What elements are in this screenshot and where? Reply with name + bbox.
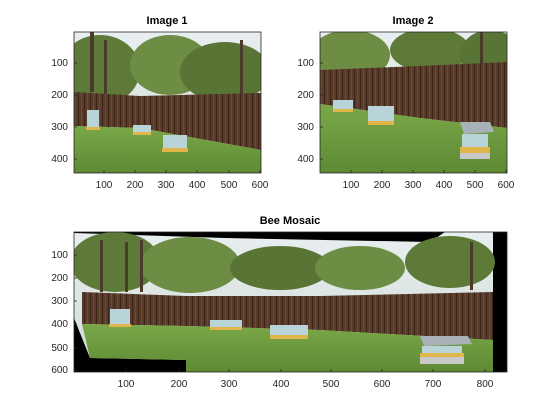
x-tick-label: 300 (158, 180, 175, 191)
x-tick-label: 200 (127, 180, 144, 191)
x-tick-label: 100 (118, 379, 135, 390)
panel-mosaic: Bee Mosaic (51, 215, 508, 390)
y-ticks: 100 200 300 400 (51, 58, 77, 165)
y-tick-label: 100 (51, 58, 68, 69)
x-tick-label: 100 (96, 180, 113, 191)
x-tick-label: 500 (467, 180, 484, 191)
x-tick-label: 200 (374, 180, 391, 191)
y-tick-label: 200 (51, 273, 68, 284)
y-tick-label: 600 (51, 365, 68, 376)
x-tick-label: 700 (425, 379, 442, 390)
x-tick-label: 600 (498, 180, 515, 191)
x-tick-label: 500 (221, 180, 238, 191)
y-tick-label: 400 (51, 154, 68, 165)
panel-title: Bee Mosaic (260, 215, 321, 227)
y-ticks: 100 200 300 400 500 600 (51, 250, 77, 376)
y-tick-label: 300 (51, 296, 68, 307)
x-ticks: 100 200 300 400 500 600 (96, 170, 269, 191)
y-ticks: 100 200 300 400 (297, 58, 323, 165)
x-ticks: 100 200 300 400 500 600 700 800 (118, 369, 494, 390)
axes-box (319, 31, 508, 174)
x-tick-label: 600 (252, 180, 269, 191)
photo-image1 (74, 32, 261, 173)
y-tick-label: 300 (297, 122, 314, 133)
panel-title: Image 1 (147, 15, 188, 27)
photo-mosaic (74, 232, 507, 372)
x-tick-label: 800 (477, 379, 494, 390)
x-ticks: 100 200 300 400 500 600 (343, 170, 515, 191)
panel-image2: Image 2 100 (297, 15, 515, 191)
y-tick-label: 100 (297, 58, 314, 69)
x-tick-label: 300 (221, 379, 238, 390)
y-tick-label: 200 (51, 90, 68, 101)
y-tick-label: 100 (51, 250, 68, 261)
y-tick-label: 200 (297, 90, 314, 101)
x-tick-label: 400 (273, 379, 290, 390)
x-tick-label: 500 (323, 379, 340, 390)
panel-title: Image 2 (393, 15, 434, 27)
panel-image1: Image 1 (51, 15, 269, 191)
photo-image2 (320, 32, 507, 173)
x-tick-label: 400 (436, 180, 453, 191)
x-tick-label: 200 (171, 379, 188, 390)
x-tick-label: 100 (343, 180, 360, 191)
axes-box (73, 31, 262, 174)
y-tick-label: 300 (51, 122, 68, 133)
axes-box (73, 231, 508, 373)
y-tick-label: 500 (51, 343, 68, 354)
x-tick-label: 300 (405, 180, 422, 191)
x-tick-label: 600 (374, 379, 391, 390)
y-tick-label: 400 (51, 319, 68, 330)
y-tick-label: 400 (297, 154, 314, 165)
x-tick-label: 400 (189, 180, 206, 191)
